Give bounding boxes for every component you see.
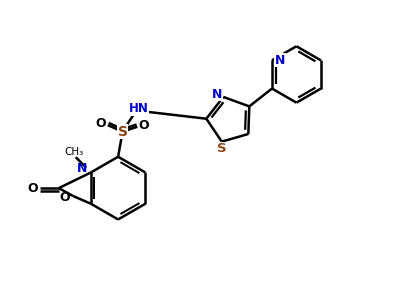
- Text: CH₃: CH₃: [64, 147, 84, 157]
- Text: N: N: [275, 54, 285, 67]
- Text: HN: HN: [129, 102, 149, 115]
- Text: O: O: [96, 117, 107, 130]
- Text: S: S: [217, 142, 227, 155]
- Text: O: O: [60, 191, 70, 204]
- Text: O: O: [139, 119, 149, 132]
- Text: N: N: [212, 88, 222, 101]
- Text: O: O: [28, 182, 38, 195]
- Text: N: N: [77, 162, 88, 175]
- Text: S: S: [118, 125, 128, 139]
